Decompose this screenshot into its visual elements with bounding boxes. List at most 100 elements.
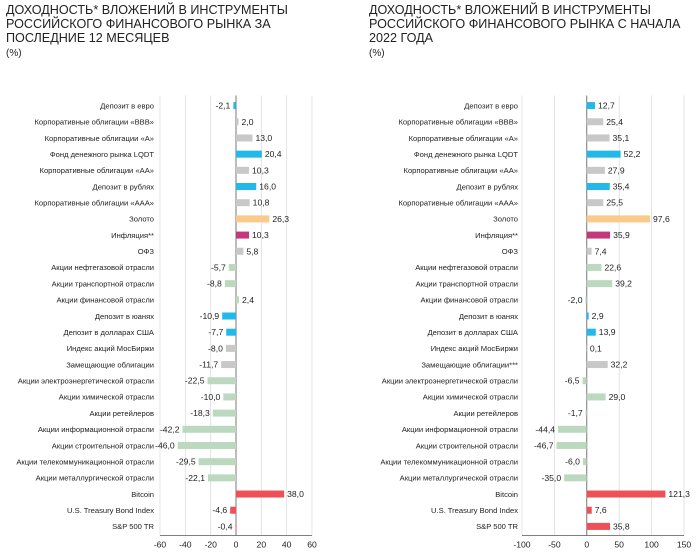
category-label: Акции электроэнергетической отрасли: [382, 377, 518, 386]
bar: [585, 409, 587, 417]
category-label: Акции нефтегазовой отрасли: [415, 263, 518, 272]
bar: [582, 377, 587, 385]
category-label: Акции ретейлеров: [89, 409, 154, 418]
bar: [235, 522, 237, 530]
x-tick-label: 0: [234, 540, 239, 550]
category-label: Корпоративные облигации «АА»: [404, 166, 518, 175]
category-label: ОФЗ: [138, 247, 155, 256]
bar: [586, 118, 604, 126]
data-label: 26,3: [272, 214, 289, 224]
category-label: Акции информационной отрасли: [402, 425, 518, 434]
data-label: 12,7: [598, 101, 615, 111]
bar: [224, 280, 236, 288]
data-label: 10,8: [253, 198, 270, 208]
x-tick-label: 0: [584, 540, 589, 550]
data-label: 39,2: [615, 279, 632, 289]
data-label: -2,1: [216, 101, 231, 111]
data-label: 29,0: [609, 392, 626, 402]
category-label: Индекс акций МосБиржи: [67, 344, 154, 353]
x-tick-label: 60: [307, 540, 317, 550]
category-label: Акции строительной отрасли: [52, 441, 154, 450]
data-label: 2,0: [242, 117, 254, 127]
category-label: Акции финансовой отрасли: [56, 296, 154, 305]
category-label: Золото: [129, 215, 154, 224]
data-label: 35,9: [613, 230, 630, 240]
bar-chart-12-months: -60 -40 -20 0 20 40 60 Депозит в евро -2,1 Корпор…: [16, 95, 317, 550]
category-label: Корпоративные облигации «BBB»: [398, 118, 518, 127]
category-label: Акции транспортной отрасли: [52, 279, 154, 288]
bar: [233, 102, 236, 110]
category-label: Депозит в юанях: [459, 312, 518, 321]
chart-title: ДОХОДНОСТЬ* ВЛОЖЕНИЙ В ИНСТРУМЕНТЫ РОССИ…: [6, 3, 288, 45]
category-label: Акции химической отрасли: [423, 393, 518, 402]
data-label: 32,2: [611, 360, 628, 370]
data-label: -10,9: [200, 311, 220, 321]
bar: [212, 409, 236, 417]
category-label: Акции металлургической отрасли: [36, 474, 154, 483]
chart-panel-since-2022: ДОХОДНОСТЬ* ВЛОЖЕНИЙ В ИНСТРУМЕНТЫ РОССИ…: [350, 0, 700, 557]
chart-unit: (%): [6, 48, 22, 59]
category-label: Корпоративные облигации «ААА»: [398, 199, 518, 208]
data-label: -35,0: [542, 473, 562, 483]
data-label: -46,7: [534, 440, 554, 450]
bar: [223, 393, 236, 401]
data-label: 10,3: [252, 165, 269, 175]
bar: [198, 458, 236, 466]
category-label: Акции телекоммуникационной отрасли: [380, 457, 518, 466]
data-label: 10,3: [252, 230, 269, 240]
category-label: Депозит в юанях: [95, 312, 154, 321]
bar: [586, 199, 604, 207]
data-label: 35,8: [613, 521, 630, 531]
bar: [207, 377, 236, 385]
bar: [230, 506, 236, 514]
category-label: S&P 500 TR: [476, 522, 518, 531]
category-label: Акции ретейлеров: [453, 409, 518, 418]
x-tick-label: 40: [282, 540, 292, 550]
bar: [586, 280, 613, 288]
bar: [236, 490, 285, 498]
x-tick-label: -50: [548, 540, 561, 550]
data-label: 25,4: [606, 117, 623, 127]
data-label: 38,0: [287, 489, 304, 499]
bar: [586, 166, 605, 174]
bar: [222, 312, 236, 320]
data-label: 2,4: [242, 295, 254, 305]
category-label: Инфляция**: [475, 231, 518, 240]
category-label: Корпоративные облигации «А»: [409, 134, 518, 143]
category-label: Bitcoin: [495, 490, 518, 499]
data-label: -29,5: [176, 457, 196, 467]
x-tick-label: -100: [513, 540, 530, 550]
bar: [586, 522, 610, 530]
bar: [586, 312, 589, 320]
data-label: 121,3: [668, 489, 690, 499]
bar: [236, 183, 257, 191]
category-label: Корпоративные облигации «АА»: [40, 166, 154, 175]
data-label: -6,0: [565, 457, 580, 467]
category-label: Депозит в евро: [464, 101, 518, 110]
data-label: 16,0: [259, 182, 276, 192]
data-label: 25,5: [606, 198, 623, 208]
data-label: 52,2: [624, 149, 641, 159]
x-tick-label: -40: [179, 540, 192, 550]
data-label: -18,3: [190, 408, 210, 418]
category-label: Фонд денежного рынка LQDT: [414, 150, 518, 159]
data-label: 7,6: [595, 505, 607, 515]
x-tick-label: -60: [154, 540, 167, 550]
bar: [221, 361, 236, 369]
bar: [236, 247, 244, 255]
data-label: -0,4: [218, 521, 233, 531]
bar: [236, 166, 250, 174]
data-label: -2,0: [568, 295, 583, 305]
x-tick-label: 50: [614, 540, 624, 550]
category-label: S&P 500 TR: [112, 522, 154, 531]
data-label: -22,5: [185, 376, 205, 386]
bar: [236, 215, 270, 223]
category-label: Акции телекоммуникационной отрасли: [16, 457, 154, 466]
x-tick-label: 150: [677, 540, 692, 550]
bar: [586, 490, 666, 498]
category-label: Акции финансовой отрасли: [420, 296, 518, 305]
bar: [586, 231, 611, 239]
data-label: -11,7: [199, 360, 218, 370]
data-label: -5,7: [211, 262, 226, 272]
bar: [586, 344, 588, 352]
